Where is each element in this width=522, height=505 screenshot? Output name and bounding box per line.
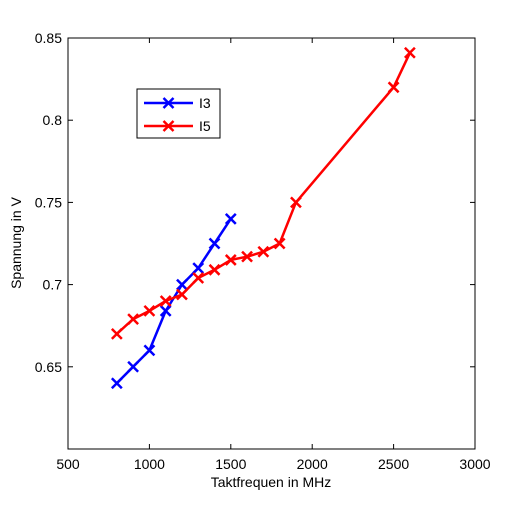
legend: I3 I5 [136,88,221,139]
data-point-i5 [387,81,400,94]
legend-marker-i5 [162,120,175,132]
data-point-i3 [176,278,188,291]
data-point-i5 [273,237,286,250]
data-point-i5 [403,46,416,59]
y-axis-title: Spannung in V [8,196,24,289]
y-tick-label: 0.8 [43,112,63,128]
y-tick-label: 0.65 [35,359,62,375]
x-axis-title: Taktfrequen in MHz [211,474,332,490]
y-axis-ticks: 0.65 0.7 0.75 0.8 0.85 [35,30,475,375]
x-axis-ticks: 500 1000 1500 2000 2500 3000 [56,38,491,472]
series-layer [110,46,416,390]
y-tick-label: 0.75 [35,194,62,210]
x-tick-label: 1000 [134,456,165,472]
data-point-i5 [159,295,172,307]
data-point-i3 [110,377,123,390]
x-tick-label: 2500 [378,456,409,472]
data-point-i3 [127,360,140,373]
data-point-i3 [159,305,172,317]
legend-items [144,97,193,132]
data-point-i5 [208,263,221,276]
data-point-i5 [241,250,253,263]
x-tick-label: 2000 [297,456,328,472]
x-tick-label: 1500 [215,456,246,472]
y-tick-label: 0.85 [35,30,62,46]
plot-area [67,37,476,450]
data-point-i5 [176,288,188,301]
data-point-i5 [257,245,270,258]
data-point-i5 [290,196,302,209]
legend-label-i3: I3 [199,95,211,111]
data-point-i3 [143,344,156,357]
y-tick-label: 0.7 [43,277,63,293]
data-point-i5 [224,254,237,266]
legend-marker-i3 [162,97,175,109]
legend-box [136,88,221,139]
data-point-i5 [192,272,205,284]
legend-label-i5: I5 [199,118,211,134]
data-point-i3 [224,212,237,225]
data-point-i3 [192,262,205,275]
x-tick-label: 500 [56,456,80,472]
data-point-i5 [143,305,156,317]
data-point-i5 [127,313,140,326]
x-tick-label: 3000 [459,456,490,472]
data-point-i3 [208,237,221,250]
data-point-i5 [110,328,123,340]
